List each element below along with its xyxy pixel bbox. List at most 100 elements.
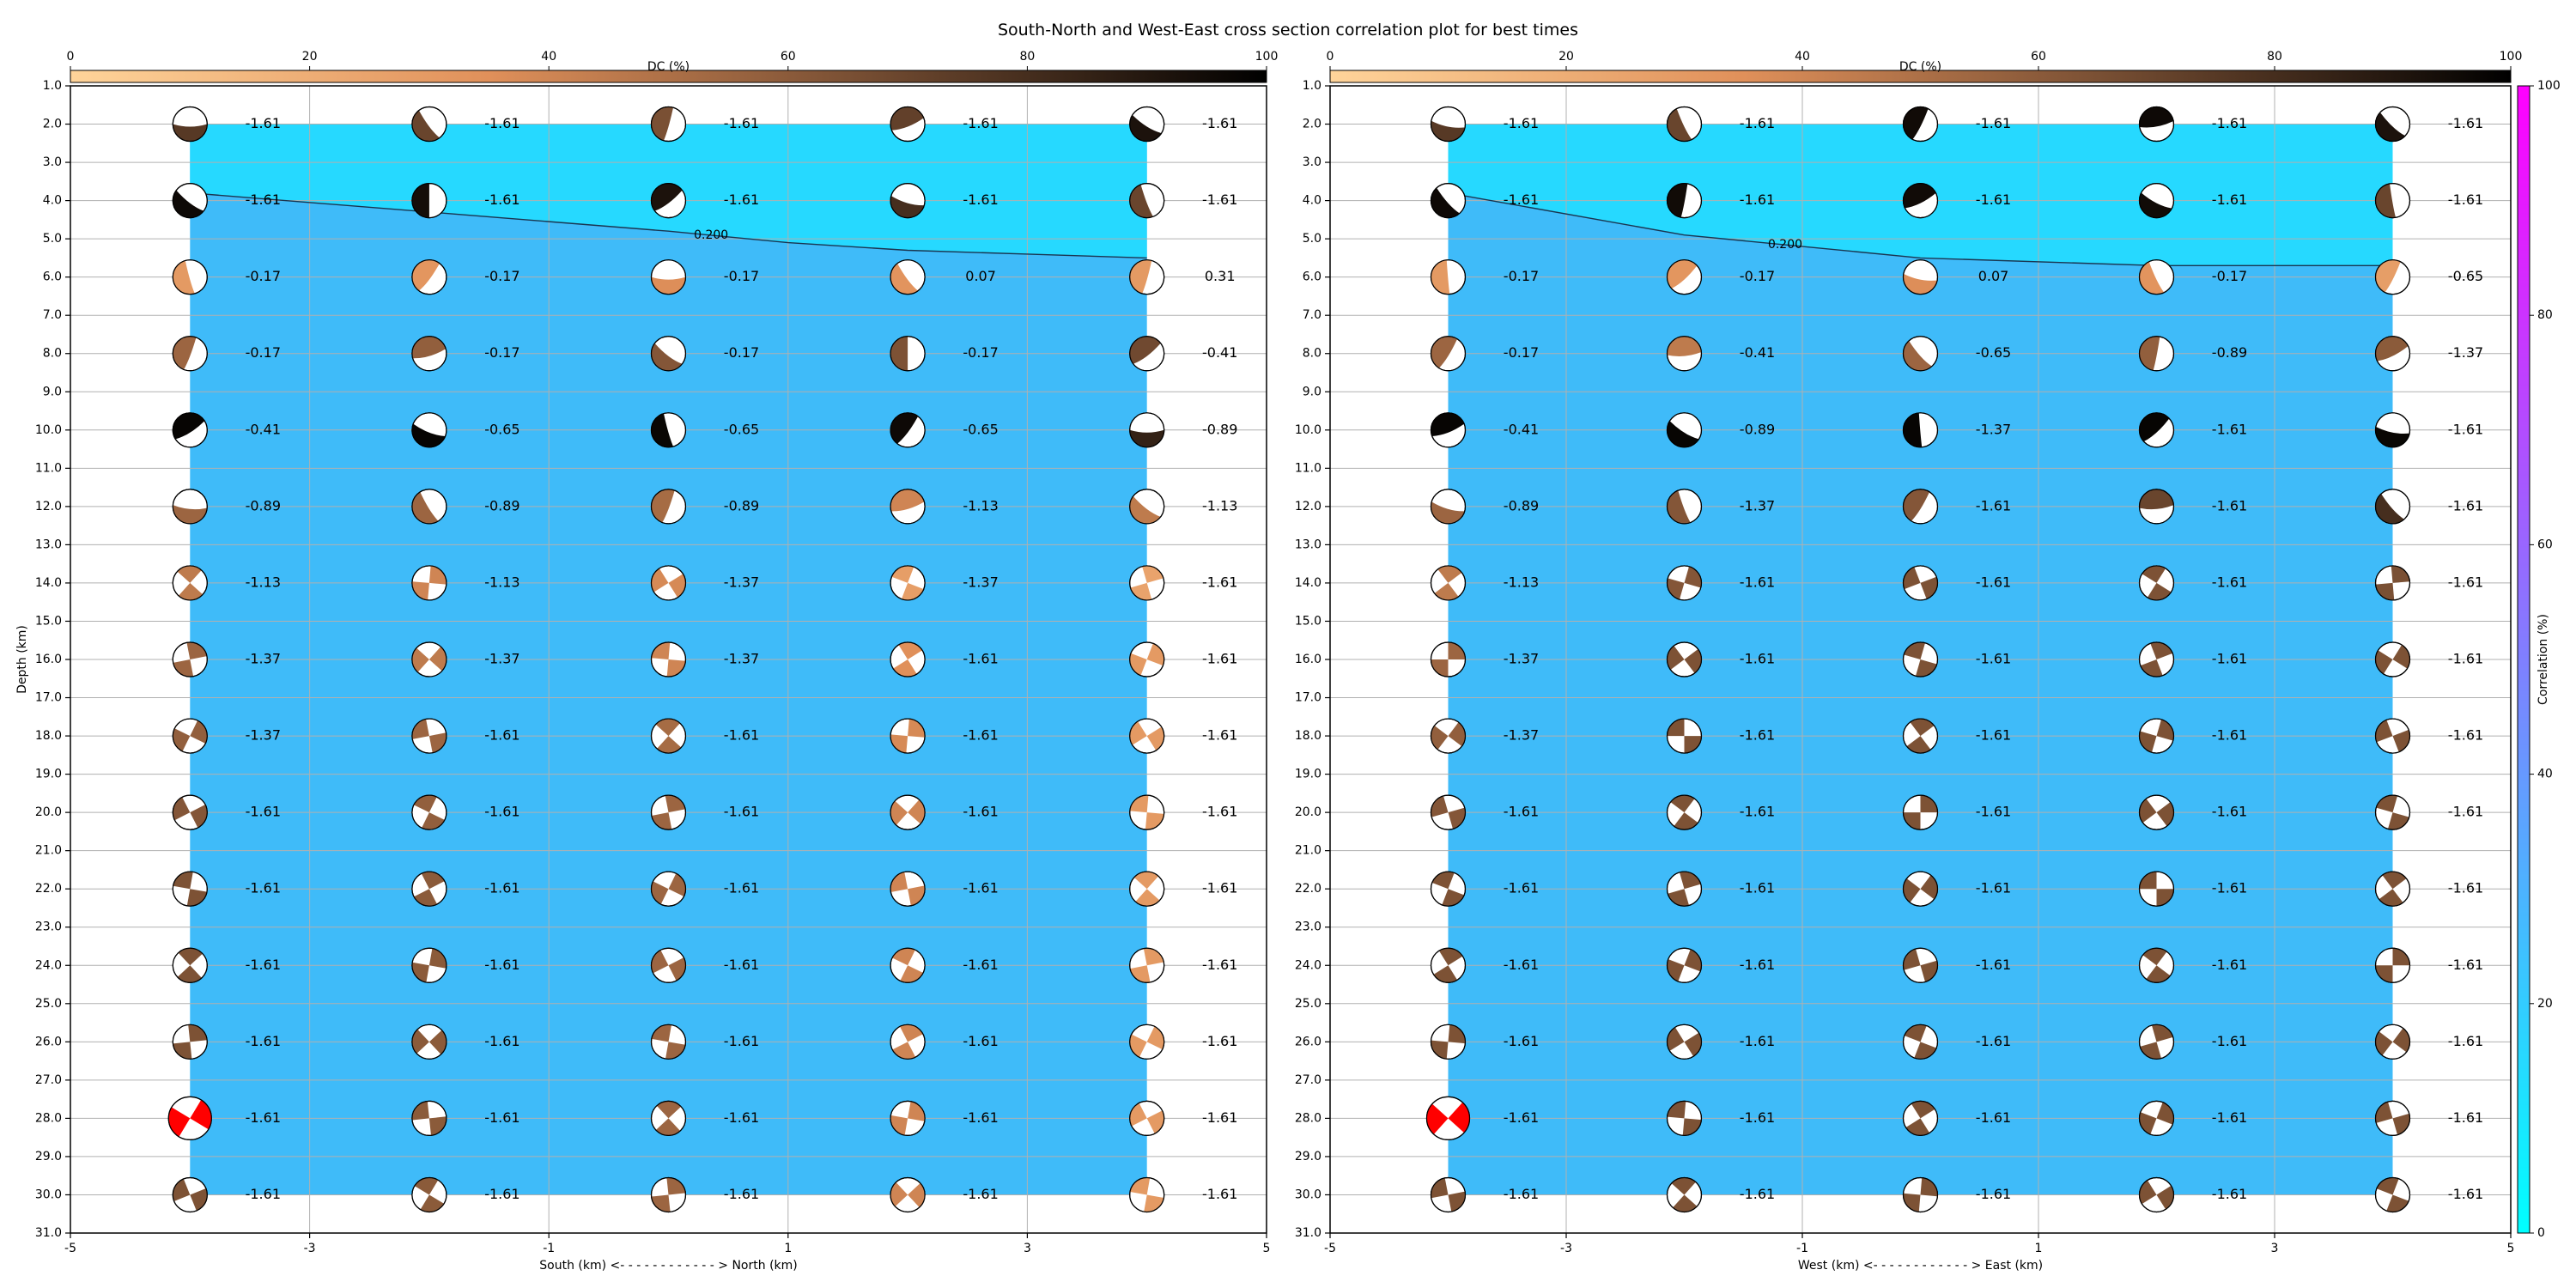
- beachball-marker: [1902, 1024, 1939, 1060]
- beachball-outline: [172, 718, 208, 754]
- beachball-outline: [2374, 336, 2411, 372]
- beachball-quadrant: [908, 799, 926, 824]
- beachball-outline: [1430, 1176, 1467, 1213]
- beachball-quadrant: [190, 720, 208, 744]
- beachball-outline: [1425, 1096, 1471, 1141]
- beachball-quadrant: [1920, 795, 1938, 813]
- dc-colorbar-tick-label: 20: [302, 50, 318, 64]
- beachball-outline: [172, 641, 208, 677]
- beachball-value-label: -1.61: [1504, 115, 1539, 131]
- beachball-value-label: -1.61: [246, 115, 281, 131]
- beachball-outline: [2138, 259, 2175, 295]
- beachball-marker: [1902, 641, 1939, 677]
- y-tick-label: 28.0: [1295, 1111, 1321, 1125]
- beachball-outline: [2138, 412, 2175, 448]
- beachball-half: [1431, 336, 1458, 368]
- dc-colorbar: [70, 70, 1267, 83]
- beachball-value-label: -1.61: [1202, 727, 1237, 744]
- beachball-quadrant: [1448, 642, 1466, 659]
- beachball-marker: [1129, 1024, 1165, 1060]
- beachball-value-label: -1.61: [963, 1186, 998, 1202]
- beachball-quadrant: [2140, 659, 2163, 677]
- beachball-outline: [1666, 565, 1703, 601]
- beachball-value-label: -1.13: [484, 574, 519, 590]
- beachball-outline: [1666, 1024, 1703, 1060]
- beachball-outline: [1666, 718, 1703, 754]
- beachball-outline: [650, 412, 687, 448]
- beachball-marker: [1129, 718, 1165, 754]
- beachball-quadrant: [890, 734, 908, 753]
- y-tick-label: 17.0: [35, 691, 62, 705]
- beachball-value-label: -1.61: [2212, 497, 2247, 513]
- beachball-marker: [411, 565, 447, 601]
- beachball-marker: [650, 871, 687, 907]
- beachball-marker: [2138, 1024, 2175, 1060]
- beachball-value-label: -1.61: [1504, 957, 1539, 973]
- beachball-value-label: -0.17: [724, 344, 759, 361]
- beachball-quadrant: [1682, 1118, 1702, 1136]
- beachball-half: [2139, 106, 2174, 128]
- beachball-quadrant: [1920, 1177, 1938, 1197]
- beachball-quadrant: [2156, 1102, 2174, 1125]
- beachball-quadrant: [891, 565, 914, 583]
- correlation-colorbar-tick-label: 0: [2537, 1226, 2545, 1240]
- y-tick-label: 3.0: [43, 155, 62, 169]
- beachball-outline: [2374, 1100, 2411, 1137]
- beachball-quadrant: [900, 1024, 923, 1042]
- beachball-outline: [172, 259, 208, 295]
- beachball-value-label: -0.41: [1202, 344, 1237, 361]
- y-tick-label: 14.0: [1295, 576, 1321, 590]
- beachball-marker: [1129, 259, 1165, 295]
- dc-colorbar-tick-label: 0: [67, 50, 75, 64]
- beachball-outline: [172, 1176, 208, 1213]
- beachball-marker: [1666, 871, 1703, 907]
- beachball-quadrant: [1431, 1177, 1449, 1199]
- beachball-marker: [890, 106, 926, 143]
- beachball-quadrant: [908, 719, 926, 738]
- beachball-marker: [1129, 183, 1165, 219]
- beachball-quadrant: [168, 1107, 191, 1137]
- y-tick-label: 12.0: [35, 500, 62, 513]
- beachball-outline: [1666, 794, 1703, 830]
- beachball-outline: [172, 489, 208, 525]
- beachball-marker: [2374, 1176, 2411, 1213]
- beachball-outline: [890, 489, 926, 525]
- beachball-value-label: -1.61: [1740, 651, 1775, 667]
- beachball-marker: [2374, 565, 2411, 601]
- beachball-value-label: -1.61: [246, 957, 281, 973]
- beachball-half: [651, 183, 683, 211]
- beachball-value-label: -1.61: [1976, 957, 2011, 973]
- contour-label: 0.200: [694, 228, 728, 242]
- beachball-quadrant: [2375, 720, 2393, 743]
- y-tick-label: 4.0: [43, 194, 62, 208]
- beachball-half: [1667, 490, 1691, 524]
- figure-title: South-North and West-East cross section …: [998, 21, 1578, 39]
- beachball-outline: [650, 947, 687, 983]
- beachball-value-label: -1.61: [1740, 1186, 1775, 1202]
- y-tick-label: 10.0: [35, 423, 62, 437]
- y-tick-label: 20.0: [1295, 805, 1321, 819]
- y-tick-label: 29.0: [35, 1150, 62, 1163]
- y-tick-label: 16.0: [1295, 653, 1321, 666]
- beachball-value-label: -1.37: [246, 727, 281, 744]
- beachball-half: [890, 196, 925, 218]
- beachball-outline: [2374, 718, 2411, 754]
- beachball-marker: [2374, 947, 2411, 983]
- beachball-outline: [1129, 871, 1165, 907]
- beachball-marker: [890, 1024, 926, 1060]
- beachball-quadrant: [2156, 802, 2174, 827]
- beachball-outline: [172, 947, 208, 983]
- dc-colorbar-tick-label: 100: [1255, 50, 1279, 64]
- beachball-quadrant: [414, 1177, 439, 1195]
- beachball-value-label: -1.61: [1202, 191, 1237, 208]
- beachball-quadrant: [1129, 1034, 1147, 1058]
- beachball-value-label: -0.17: [246, 268, 281, 284]
- beachball-outline: [411, 489, 447, 525]
- beachball-half: [1667, 259, 1698, 289]
- beachball-quadrant: [178, 582, 204, 600]
- beachball-quadrant: [1684, 949, 1702, 972]
- beachball-outline: [1666, 1100, 1703, 1137]
- beachball-value-label: -1.61: [2448, 421, 2483, 437]
- beachball-value-label: -1.61: [2212, 574, 2247, 590]
- beachball-outline: [2374, 641, 2411, 677]
